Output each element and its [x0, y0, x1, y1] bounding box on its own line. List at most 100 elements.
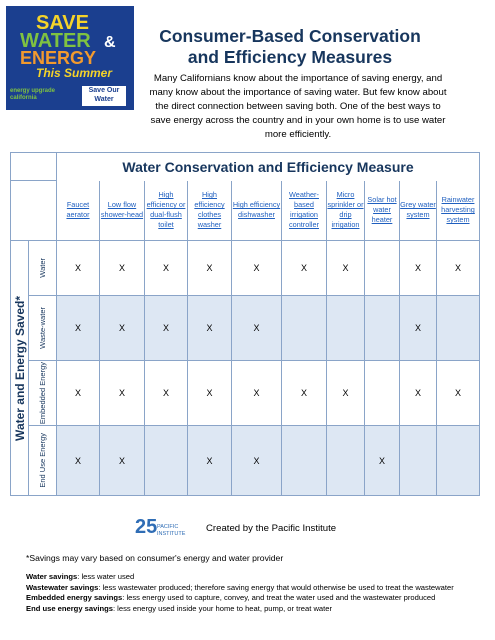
cell: X: [99, 295, 145, 361]
definitions: Water savings: less water used Wastewater…: [26, 572, 486, 614]
partner-logo: energy upgrade california: [10, 88, 56, 101]
column-header: Solar hot water heater: [364, 180, 400, 241]
blank-cell: [10, 180, 57, 241]
cell: X: [399, 295, 437, 361]
x-mark: X: [342, 388, 349, 398]
side-label: Water and Energy Saved*: [12, 295, 27, 441]
logo-text: &: [104, 34, 116, 51]
measures-table: Water Conservation and Efficiency Measur…: [10, 152, 480, 496]
intro: Many Californians know about the importa…: [149, 73, 447, 140]
logo-text: WATER: [20, 30, 91, 52]
row-label-cell: Water: [28, 240, 57, 296]
credit: Created by the Pacific Institute: [206, 523, 337, 534]
x-mark: X: [162, 323, 169, 333]
cell: [281, 295, 327, 361]
cell: X: [231, 425, 282, 496]
row-label-cell: End Use Energy: [28, 425, 57, 496]
term: Wastewater savings: [26, 582, 99, 592]
column-header: High efficiency or dual-flush toilet: [144, 180, 188, 241]
pacific-logo: 25 PACIFIC INSTITUTE: [135, 516, 195, 542]
cell: X: [231, 360, 282, 426]
partner-logo: Save Our Water: [82, 86, 126, 106]
x-mark: X: [206, 455, 213, 466]
table-title: Water Conservation and Efficiency Measur…: [56, 152, 480, 181]
definition: Embedded energy savings: less energy use…: [26, 593, 486, 604]
x-mark: X: [118, 455, 125, 466]
row-label-cell: Embedded Energy: [28, 360, 57, 426]
cell: [281, 425, 327, 496]
x-mark: X: [253, 323, 260, 333]
cell: [144, 425, 188, 496]
data-row: Water and Energy Saved* Water X X X X X X X X X: [10, 240, 480, 496]
definition: Water savings: less water used: [26, 572, 486, 583]
cell: [364, 295, 400, 361]
definition-text: : less water used: [77, 572, 135, 581]
cell: X: [231, 240, 282, 296]
x-mark: X: [206, 263, 213, 273]
logo-number: 25: [135, 516, 158, 538]
cell: X: [56, 425, 100, 496]
definition: Wastewater savings: less wastewater prod…: [26, 583, 486, 594]
term: End use energy savings: [26, 603, 113, 613]
x-mark: X: [74, 323, 81, 333]
cell: X: [436, 240, 480, 296]
logo-text: SAVE: [36, 12, 89, 34]
cell: X: [281, 240, 327, 296]
data-row: End Use Energy X X X X X: [11, 425, 480, 496]
cell: X: [56, 360, 100, 426]
x-mark: X: [118, 263, 125, 273]
cell: X: [187, 425, 232, 496]
definition-text: : less energy used inside your home to h…: [112, 603, 333, 613]
x-mark: X: [414, 388, 421, 398]
x-mark: X: [253, 388, 260, 398]
data-row: Embedded Energy X X X X X X X X X: [11, 360, 480, 426]
logo-text: ENERGY: [20, 48, 97, 68]
header-row: Faucet aerator Low flow shower-head High e…: [10, 180, 480, 241]
x-mark: X: [454, 263, 461, 273]
row-label: Water: [38, 258, 47, 278]
x-mark: X: [300, 263, 307, 273]
cell: [364, 240, 400, 296]
x-mark: X: [300, 388, 307, 398]
x-mark: X: [206, 323, 213, 333]
x-mark: X: [118, 323, 125, 333]
cell: X: [187, 295, 232, 361]
column-header: High efficiency dishwasher: [231, 180, 282, 241]
side-label-cell: Water and Energy Saved*: [10, 240, 29, 496]
cell: [364, 360, 400, 426]
logo: SAVE WATER & ENERGY This Summer energy u…: [6, 6, 134, 110]
column-header: Low flow shower-head: [99, 180, 145, 241]
column-header: Rainwater harvesting system: [436, 180, 480, 241]
cell: [436, 425, 480, 496]
term: Embedded energy savings: [26, 593, 123, 602]
x-mark: X: [162, 388, 169, 398]
x-mark: X: [118, 388, 125, 398]
title: Consumer-Based Conservation: [159, 26, 421, 46]
x-mark: X: [206, 388, 213, 398]
column-header: Grey water system: [399, 180, 437, 241]
cell: [399, 425, 437, 496]
title: and Efficiency Measures: [187, 47, 393, 67]
cell: X: [187, 360, 232, 426]
definition: End use energy savings: less energy used…: [26, 604, 486, 615]
x-mark: X: [253, 455, 260, 466]
cell: X: [326, 360, 365, 426]
definition-text: : less energy used to capture, convey, a…: [122, 593, 436, 602]
cell: X: [364, 425, 400, 496]
cell: X: [99, 240, 145, 296]
x-mark: X: [74, 388, 81, 398]
cell: [436, 295, 480, 361]
cell: X: [399, 240, 437, 296]
cell: X: [436, 360, 480, 426]
x-mark: X: [378, 455, 385, 466]
row-label-cell: Waste-water: [28, 295, 57, 361]
cell: X: [231, 295, 282, 361]
logo-text: PACIFIC INSTITUTE: [157, 524, 186, 537]
data-row: Waste-water X X X X X X: [11, 295, 480, 361]
cell: X: [56, 240, 100, 296]
row-label: Waste-water: [38, 307, 47, 349]
title-block: Consumer-Based Conservation and Efficien…: [135, 26, 445, 68]
cell: X: [187, 240, 232, 296]
column-header: Faucet aerator: [56, 180, 100, 241]
